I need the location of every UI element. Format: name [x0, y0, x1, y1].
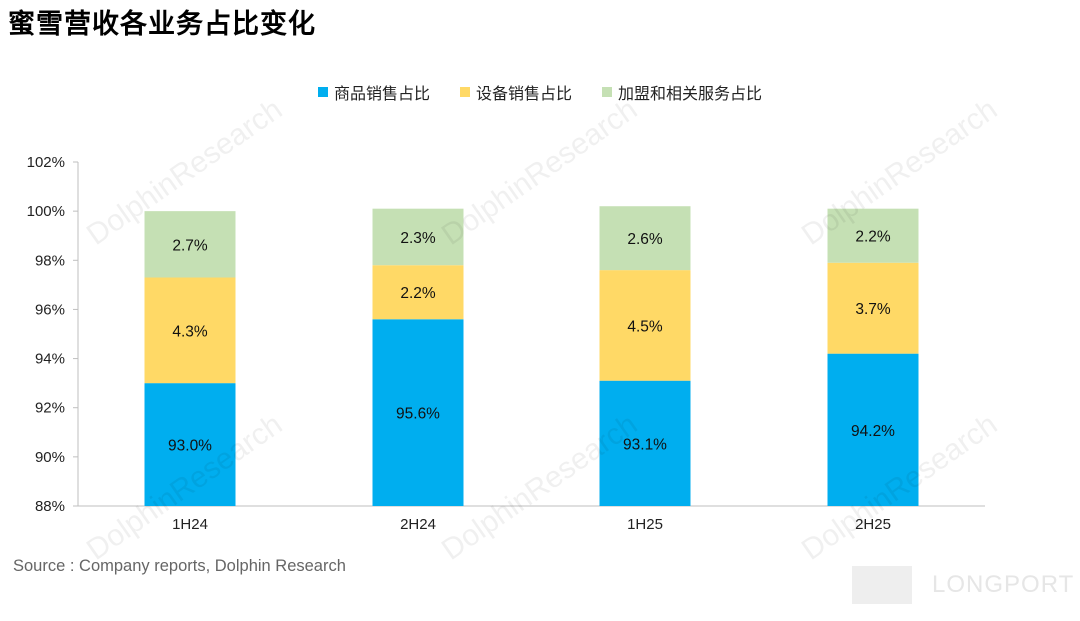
bar-segment [144, 211, 236, 278]
bar-segment [599, 380, 691, 506]
x-tick-label: 1H25 [627, 516, 663, 533]
legend-swatch [602, 87, 612, 97]
bar-segment [599, 206, 691, 271]
data-label: 2.2% [400, 285, 436, 302]
data-label: 95.6% [396, 406, 440, 423]
y-tick-label: 100% [27, 203, 65, 220]
data-label: 4.3% [172, 323, 208, 340]
chart-title: 蜜雪营收各业务占比变化 [8, 9, 316, 40]
longport-logo: LONGPORT [852, 566, 1074, 604]
bar-segment [372, 208, 464, 266]
data-label: 93.0% [168, 438, 212, 455]
legend: 商品销售占比 设备销售占比 加盟和相关服务占比 [0, 80, 1080, 104]
legend-swatch [459, 87, 470, 97]
bar-segment [827, 353, 919, 506]
bar-segment [827, 262, 919, 354]
x-tick-label: 2H24 [400, 516, 436, 533]
data-label: 2.3% [400, 230, 436, 247]
y-tick-label: 96% [35, 301, 65, 318]
logo-mark [852, 566, 912, 604]
y-tick-label: 94% [35, 351, 65, 368]
data-label: 2.7% [172, 237, 208, 254]
legend-label: 加盟和相关服务占比 [618, 84, 763, 103]
bar-segment [827, 208, 919, 263]
bar-segment [144, 277, 236, 384]
y-tick-label: 88% [35, 498, 65, 515]
y-tick-label: 98% [35, 252, 65, 269]
legend-label: 设备销售占比 [475, 84, 572, 103]
bar-segment [599, 270, 691, 381]
bar-segment [372, 319, 464, 506]
bar-segment [372, 265, 464, 320]
x-tick-label: 2H25 [855, 516, 891, 533]
source-note: Source : Company reports, Dolphin Resear… [13, 557, 346, 575]
legend-item: 加盟和相关服务占比 [602, 80, 762, 104]
legend-label: 商品销售占比 [333, 84, 430, 103]
data-label: 3.7% [855, 301, 891, 318]
data-label: 93.1% [623, 436, 667, 453]
data-label: 94.2% [851, 423, 895, 440]
logo-text: LONGPORT [932, 571, 1075, 598]
y-tick-label: 92% [35, 400, 65, 417]
data-label: 2.6% [627, 231, 663, 248]
legend-item: 设备销售占比 [459, 80, 572, 104]
data-label: 2.2% [855, 229, 891, 246]
bar-segment [144, 383, 236, 506]
y-tick-label: 90% [35, 449, 65, 466]
legend-swatch [317, 87, 328, 97]
y-tick-label: 102% [27, 154, 65, 171]
data-label: 4.5% [627, 318, 663, 335]
x-tick-label: 1H24 [172, 516, 208, 533]
legend-item: 商品销售占比 [317, 80, 430, 104]
